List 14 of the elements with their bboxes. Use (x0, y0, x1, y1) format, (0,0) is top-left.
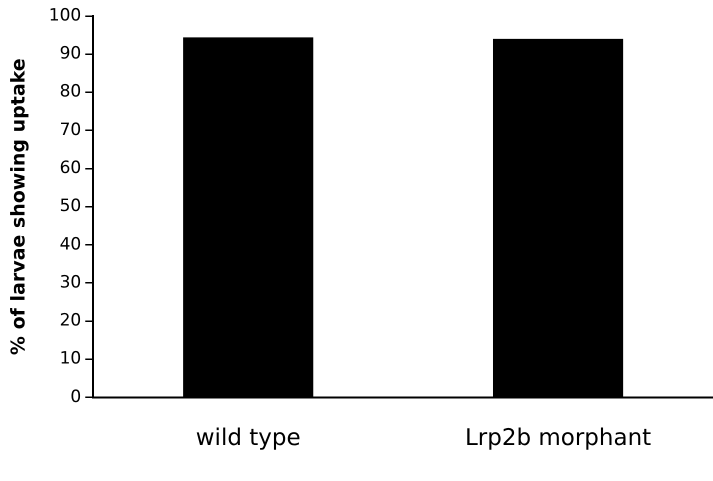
y-tick-label: 70 (60, 120, 82, 140)
y-tick-label: 100 (48, 5, 82, 26)
y-tick-label: 80 (60, 82, 82, 102)
y-tick-label: 0 (70, 386, 82, 407)
y-tick-label: 60 (60, 158, 82, 178)
y-axis-title: % of larvae showing uptake (7, 58, 30, 356)
y-tick-label: 20 (60, 310, 82, 331)
x-tick-label: Lrp2b morphant (464, 425, 652, 452)
y-tick-label: 50 (60, 196, 82, 216)
y-tick-label: 40 (60, 234, 82, 254)
y-tick-label: 10 (60, 348, 82, 369)
y-tick-label: 30 (60, 272, 82, 292)
y-tick-label: 90 (60, 44, 82, 64)
x-tick-label: wild type (196, 425, 301, 452)
